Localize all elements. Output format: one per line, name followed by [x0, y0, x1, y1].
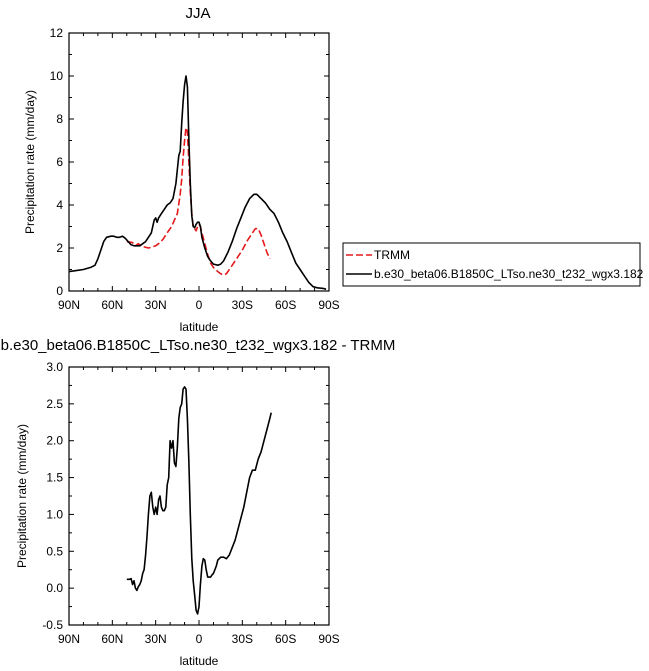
legend-frame [342, 242, 641, 287]
chart-top-axes: 90N 60N 30N 0 30S 60S 90S 0 2 4 6 8 10 12 [50, 26, 340, 312]
chart-bottom-xtick-label: 0 [196, 632, 203, 646]
chart-bottom-title: b.e30_beta06.B1850C_LTso.ne30_t232_wgx3.… [1, 337, 396, 354]
legend-label-model: b.e30_beta06.B1850C_LTso.ne30_t232_wgx3.… [374, 267, 644, 281]
chart-top-ytick-label: 2 [56, 241, 63, 255]
chart-top-ytick-label: 8 [56, 112, 63, 126]
chart-top-ytick-label: 12 [50, 26, 64, 40]
chart-bottom-ylabel: Precipitation rate (mm/day) [15, 424, 29, 568]
chart-top-ylabel: Precipitation rate (mm/day) [23, 90, 37, 234]
chart-bottom-ytick-label: 2.0 [46, 434, 63, 448]
chart-top-series [68, 75, 327, 291]
chart-bottom-xtick-label: 90S [318, 632, 339, 646]
chart-top-ytick-label: 10 [50, 69, 64, 83]
chart-bottom-ytick-label: 2.5 [46, 397, 63, 411]
chart-bottom-series [126, 386, 272, 615]
chart-top-ytick-label: 0 [56, 284, 63, 298]
chart-bottom-xtick-label: 30N [145, 632, 167, 646]
chart-bottom-ytick-label: 1.0 [46, 507, 63, 521]
chart-bottom-series-line-0 [126, 386, 272, 615]
chart-top-series-line-0 [126, 126, 271, 276]
chart-top-legend: TRMM b.e30_beta06.B1850C_LTso.ne30_t232_… [342, 242, 644, 287]
chart-top-panel: JJA 90N 60N 30N 0 30S 60S 90S 0 2 4 6 8 10 12 latitud… [23, 5, 644, 334]
chart-bottom-xtick-label: 90N [58, 632, 80, 646]
chart-bottom-ytick-label: 0.5 [46, 544, 63, 558]
chart-top-xtick-label: 60S [275, 298, 296, 312]
chart-top-xtick-label: 30N [145, 298, 167, 312]
chart-bottom-ytick-label: 3.0 [46, 360, 63, 374]
chart-bottom-frame [68, 366, 330, 626]
chart-top-series-line-1 [68, 75, 327, 291]
chart-top-xtick-label: 0 [196, 298, 203, 312]
legend-label-trmm: TRMM [374, 248, 410, 262]
chart-bottom-axes: 90N 60N 30N 0 30S 60S 90S -0.5 0.0 0.5 1.0 1.5 2.0 2.… [42, 360, 339, 646]
chart-top-ytick-label: 4 [56, 198, 63, 212]
chart-top-title: JJA [185, 5, 210, 22]
chart-top-frame [68, 32, 330, 292]
chart-bottom-panel: b.e30_beta06.B1850C_LTso.ne30_t232_wgx3.… [1, 337, 396, 668]
chart-top-xtick-label: 30S [232, 298, 253, 312]
chart-top-ytick-label: 6 [56, 155, 63, 169]
chart-bottom-ytick-label: 1.5 [46, 471, 63, 485]
chart-top-xtick-label: 90S [318, 298, 339, 312]
chart-bottom-xtick-label: 60N [101, 632, 123, 646]
chart-top-xtick-label: 90N [58, 298, 80, 312]
chart-bottom-ytick-label: -0.5 [42, 618, 63, 632]
chart-bottom-xtick-label: 60S [275, 632, 296, 646]
chart-bottom-ytick-label: 0.0 [46, 581, 63, 595]
chart-top-xtick-label: 60N [101, 298, 123, 312]
chart-top-xlabel: latitude [180, 320, 219, 334]
chart-bottom-xtick-label: 30S [232, 632, 253, 646]
chart-bottom-xlabel: latitude [180, 654, 219, 668]
